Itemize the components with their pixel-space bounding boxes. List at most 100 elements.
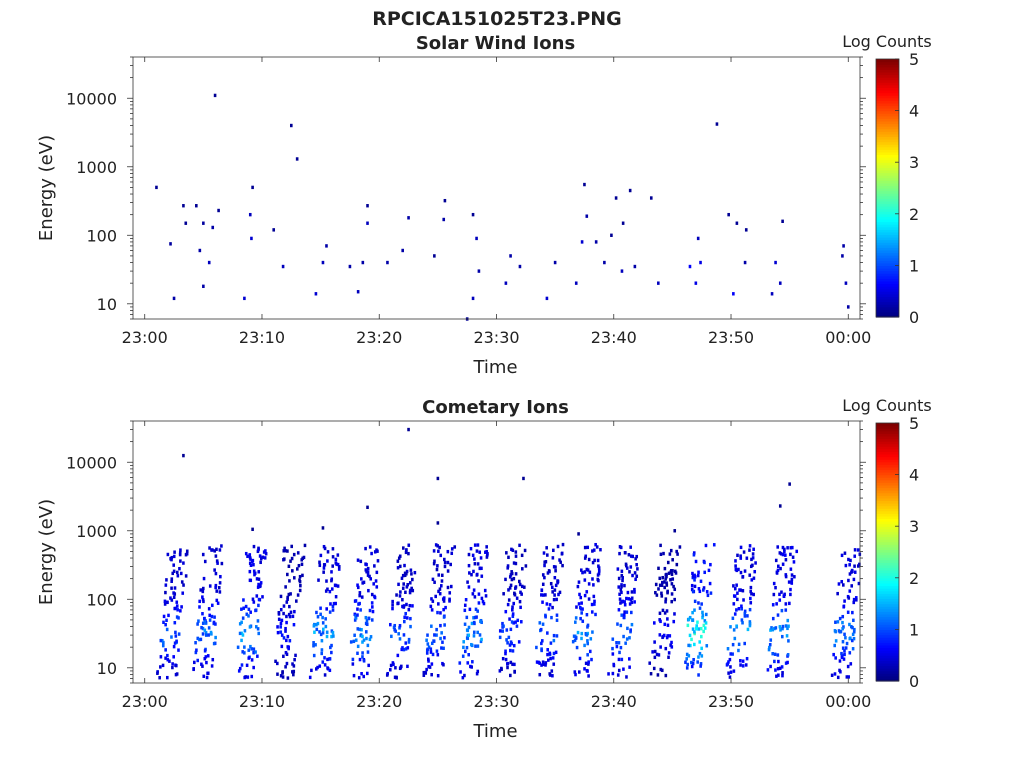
colorbar-segment	[876, 133, 899, 137]
heatmap-cell	[254, 650, 257, 654]
heatmap-cell	[693, 599, 697, 604]
y-tick-label: 10	[97, 295, 117, 314]
x-tick-label: 23:20	[356, 692, 402, 711]
heatmap-cell	[386, 671, 389, 676]
heatmap-cell	[769, 664, 772, 669]
heatmap-cell	[286, 634, 290, 639]
heatmap-cell	[579, 568, 583, 572]
heatmap-cell	[703, 570, 707, 575]
heatmap-cell	[288, 604, 291, 609]
heatmap-cell	[547, 658, 550, 662]
heatmap-cell	[465, 645, 469, 650]
heatmap-cell	[507, 635, 511, 640]
colorbar-segment	[876, 639, 899, 643]
heatmap-cell	[514, 561, 518, 566]
heatmap-cell	[201, 552, 205, 557]
heatmap-cell	[253, 572, 256, 577]
heatmap-cell	[655, 652, 659, 657]
colorbar-segment	[876, 291, 899, 295]
heatmap-cell	[284, 626, 287, 631]
heatmap-cell	[498, 635, 502, 640]
heatmap-cell	[776, 653, 780, 657]
heatmap-cell	[780, 608, 784, 613]
colorbar-segment	[876, 575, 899, 579]
heatmap-cell	[163, 599, 167, 603]
heatmap-cell	[590, 602, 594, 607]
colorbar-segment	[876, 606, 899, 610]
heatmap-cell	[179, 571, 183, 576]
heatmap-cell	[787, 580, 791, 584]
heatmap-cell	[324, 589, 328, 593]
heatmap-cell	[587, 597, 591, 601]
colorbar-segment	[876, 662, 899, 667]
heatmap-cell	[431, 599, 435, 603]
heatmap-cell	[477, 269, 481, 273]
x-tick-label: 23:20	[356, 328, 402, 347]
heatmap-cell	[280, 644, 284, 649]
heatmap-cell	[165, 618, 168, 623]
heatmap-cell	[687, 654, 691, 658]
heatmap-cell	[540, 639, 544, 643]
heatmap-cell	[781, 673, 784, 678]
colorbar-label: Log Counts	[842, 32, 932, 51]
heatmap-cell	[778, 598, 782, 602]
heatmap-cell	[201, 632, 205, 636]
heatmap-cell	[361, 634, 364, 639]
colorbar-tick-label: 2	[909, 205, 919, 224]
heatmap-cell	[727, 660, 730, 664]
heatmap-cell	[519, 590, 522, 594]
heatmap-cell	[316, 621, 320, 626]
x-tick-label: 23:50	[708, 692, 754, 711]
heatmap-cell	[504, 649, 507, 653]
heatmap-cell	[853, 564, 856, 568]
colorbar-segment	[876, 616, 899, 620]
heatmap-cell	[194, 650, 198, 655]
heatmap-cell	[435, 567, 439, 572]
heatmap-cell	[398, 594, 402, 598]
heatmap-cell	[175, 663, 178, 668]
colorbar-segment	[876, 665, 899, 669]
heatmap-cell	[628, 665, 631, 669]
colorbar-segment	[876, 495, 899, 499]
heatmap-cell	[774, 668, 777, 672]
heatmap-cell	[696, 573, 700, 578]
heatmap-cell	[698, 589, 702, 594]
heatmap-cell	[694, 559, 698, 564]
heatmap-cell	[169, 242, 172, 246]
heatmap-cell	[240, 620, 243, 624]
colorbar-segment	[876, 505, 899, 509]
colorbar-segment	[876, 208, 899, 212]
heatmap-cell	[664, 600, 667, 604]
heatmap-cell	[773, 659, 776, 664]
heatmap-cell	[281, 671, 284, 675]
heatmap-cell	[316, 615, 320, 619]
heatmap-cell	[404, 590, 407, 594]
heatmap-cell	[171, 662, 174, 666]
heatmap-cell	[768, 643, 772, 647]
colorbar-segment	[876, 521, 899, 525]
heatmap-cell	[579, 595, 583, 600]
heatmap-cell	[334, 561, 338, 565]
heatmap-cell	[700, 602, 703, 606]
heatmap-cell	[506, 566, 510, 570]
heatmap-cell	[289, 592, 292, 596]
heatmap-cell	[262, 550, 266, 554]
heatmap-cell	[249, 563, 253, 568]
heatmap-cell	[397, 582, 400, 587]
colorbar-segment	[876, 601, 899, 605]
heatmap-cell	[289, 559, 292, 563]
heatmap-cell	[318, 630, 321, 634]
heatmap-cell	[329, 645, 332, 650]
heatmap-cell	[840, 651, 843, 656]
heatmap-cell	[542, 593, 545, 597]
heatmap-cell	[591, 549, 594, 553]
heatmap-cell	[259, 581, 263, 585]
heatmap-cell	[617, 641, 621, 645]
heatmap-cell	[741, 659, 745, 663]
heatmap-cell	[360, 577, 363, 581]
heatmap-cell	[425, 648, 429, 652]
heatmap-cell	[165, 578, 168, 582]
heatmap-cell	[410, 572, 413, 576]
heatmap-cell	[498, 629, 502, 633]
